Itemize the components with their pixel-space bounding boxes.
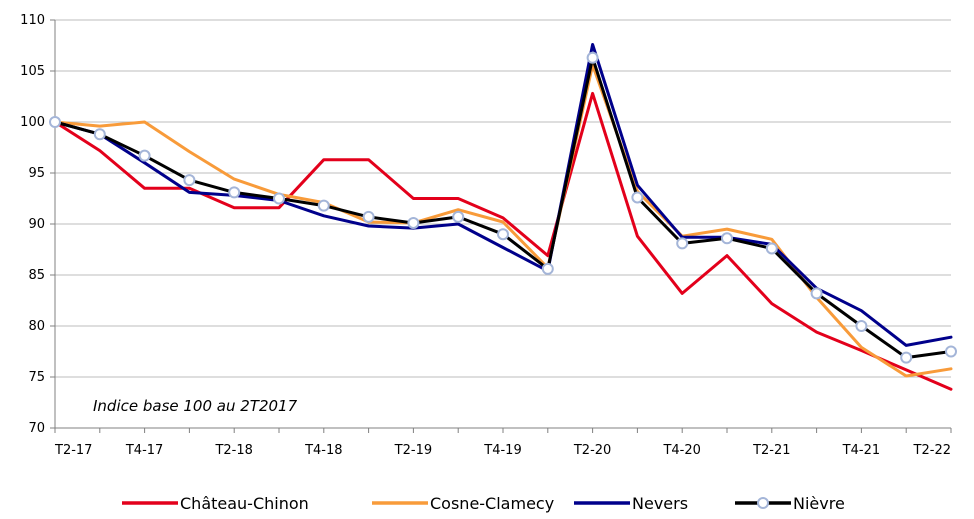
y-tick-label: 90 <box>28 217 45 232</box>
data-point-nievre <box>407 216 420 229</box>
series-line-chateau-chinon <box>53 91 953 391</box>
legend-label-nievre: Nièvre <box>793 494 845 513</box>
x-tick-label: T2-20 <box>573 443 611 458</box>
y-tick-label: 105 <box>20 64 45 79</box>
y-tick-label: 95 <box>28 166 45 181</box>
series-markers <box>49 51 957 364</box>
axes <box>50 19 952 433</box>
data-point-nievre <box>228 186 241 199</box>
data-point-nievre <box>541 262 554 275</box>
legend-marker-nievre <box>757 497 769 509</box>
data-point-nievre <box>721 232 733 245</box>
x-tick-label: T2-18 <box>214 443 252 458</box>
y-tick-label: 100 <box>20 115 45 130</box>
data-point-nievre <box>138 149 151 162</box>
y-tick-label: 70 <box>28 421 45 436</box>
x-tick-label: T4-21 <box>842 443 880 458</box>
y-tick-label: 80 <box>28 319 45 334</box>
data-point-nievre <box>945 345 957 358</box>
series-line-nievre <box>53 56 953 360</box>
y-tick-label: 85 <box>28 268 45 283</box>
y-tick-label: 110 <box>20 13 45 28</box>
data-point-nievre <box>900 351 913 364</box>
x-tick-label: T2-17 <box>54 443 92 458</box>
x-tick-label: T2-21 <box>752 443 790 458</box>
x-tick-label: T4-17 <box>125 443 163 458</box>
data-point-nievre <box>93 128 106 141</box>
series-line-nevers <box>53 43 953 347</box>
data-point-nievre <box>810 287 823 300</box>
x-tick-label: T4-18 <box>304 443 342 458</box>
x-tick-labels: T2-17 T4-17 T2-18 T4-18 T2-19 T4-19 T2-20 T4-20… <box>54 443 951 458</box>
legend-label-chateau-chinon: Château-Chinon <box>180 494 309 513</box>
legend-label-nevers: Nevers <box>632 494 688 513</box>
legend: Château-Chinon Cosne-Clamecy Nevers Nièvre <box>122 494 845 513</box>
legend-label-cosne-clamecy: Cosne-Clamecy <box>430 494 554 513</box>
data-point-nievre <box>855 320 868 332</box>
y-tick-label: 75 <box>28 370 45 385</box>
data-point-nievre <box>273 192 285 205</box>
x-tick-label: T4-19 <box>483 443 521 458</box>
data-point-nievre <box>452 210 465 223</box>
data-point-nievre <box>631 191 644 204</box>
x-tick-label: T4-20 <box>662 443 700 458</box>
y-tick-labels: 70 75 80 85 90 95 100 105 110 <box>20 13 45 436</box>
data-point-nievre <box>362 210 375 223</box>
data-point-nievre <box>49 116 61 128</box>
chart-annotation: Indice base 100 au 2T2017 <box>93 397 298 415</box>
x-tick-label: T2-22 <box>913 443 951 458</box>
data-point-nievre <box>183 174 196 187</box>
data-point-nievre <box>317 199 330 212</box>
data-point-nievre <box>676 237 689 250</box>
series-line-cosne-clamecy <box>53 63 953 378</box>
x-tick-label: T2-19 <box>394 443 432 458</box>
data-point-nievre <box>765 242 778 255</box>
data-point-nievre <box>586 51 599 64</box>
gridlines <box>55 19 951 378</box>
data-point-nievre <box>497 228 509 241</box>
series-lines <box>53 43 953 391</box>
